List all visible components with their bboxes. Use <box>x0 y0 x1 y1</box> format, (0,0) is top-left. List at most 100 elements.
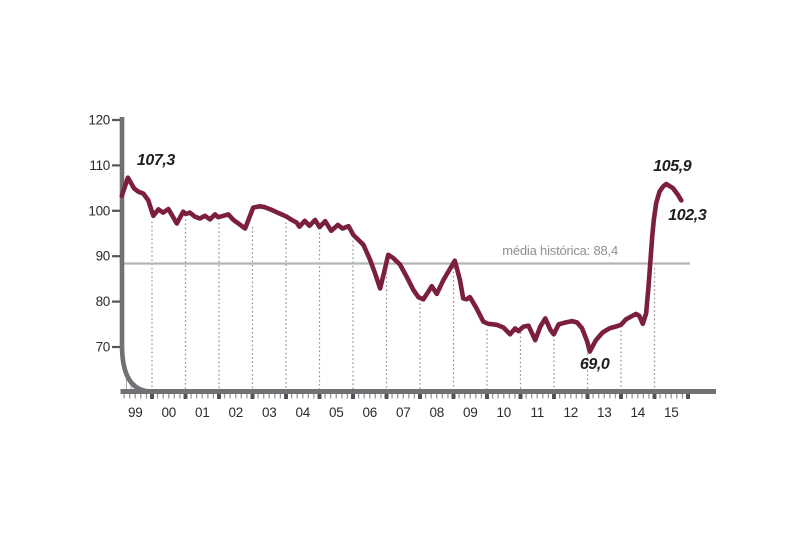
x-minor-tick <box>514 394 516 399</box>
data-line <box>119 175 684 354</box>
x-minor-tick <box>313 394 315 399</box>
x-minor-tick <box>380 394 382 399</box>
annotation-1999-peak: 107,3 <box>136 151 175 169</box>
y-tick <box>112 164 120 167</box>
x-minor-tick <box>670 394 672 399</box>
y-tick-label: 110 <box>89 158 110 173</box>
x-minor-tick <box>324 394 326 399</box>
x-tick-label: 08 <box>430 405 444 420</box>
x-major-tick <box>384 394 389 399</box>
x-minor-tick <box>676 394 678 399</box>
x-minor-tick <box>196 394 198 399</box>
x-minor-tick <box>575 394 577 399</box>
x-major-tick <box>418 394 422 399</box>
annotation-2013-low: 69,0 <box>579 355 610 373</box>
x-minor-tick <box>240 394 242 399</box>
x-major-tick <box>183 394 188 399</box>
x-tick-label: 04 <box>296 405 311 420</box>
x-major-tick <box>284 394 288 399</box>
x-major-tick <box>351 394 355 399</box>
x-minor-tick <box>631 394 633 399</box>
x-major-tick <box>250 394 255 399</box>
x-minor-tick <box>598 394 600 399</box>
x-minor-tick <box>363 394 365 399</box>
x-minor-tick <box>391 394 393 399</box>
x-major-tick <box>652 394 657 399</box>
x-major-tick <box>518 394 523 399</box>
x-tick-label: 07 <box>396 405 410 420</box>
x-major-tick <box>552 394 556 399</box>
x-minor-tick <box>341 394 343 399</box>
x-minor-tick <box>134 394 136 399</box>
x-minor-tick <box>263 394 265 399</box>
x-tick-label: 13 <box>597 405 611 420</box>
y-tick <box>112 255 120 258</box>
x-minor-tick <box>659 394 661 399</box>
x-tick-label: 11 <box>531 405 544 420</box>
x-major-tick <box>451 394 456 399</box>
x-minor-tick <box>330 394 332 399</box>
x-minor-tick <box>570 394 572 399</box>
x-minor-tick <box>441 394 443 399</box>
x-tick-label: 00 <box>162 405 176 420</box>
annotation-last-value: 102,3 <box>668 207 707 225</box>
x-minor-tick <box>581 394 583 399</box>
x-minor-tick <box>257 394 259 399</box>
x-major-tick <box>686 394 690 399</box>
annotation-2015-peak: 105,9 <box>653 158 692 175</box>
x-minor-tick <box>542 394 544 399</box>
x-minor-tick <box>648 394 650 399</box>
x-minor-tick <box>129 394 131 399</box>
x-tick-label: 12 <box>564 405 578 420</box>
x-minor-tick <box>564 394 566 399</box>
x-minor-tick <box>447 394 449 399</box>
x-minor-tick <box>307 394 309 399</box>
x-minor-tick <box>229 394 231 399</box>
x-minor-tick <box>302 394 304 399</box>
x-minor-tick <box>145 394 148 399</box>
x-minor-tick <box>223 394 226 399</box>
x-minor-tick <box>547 394 550 399</box>
x-major-tick <box>619 394 623 399</box>
x-minor-tick <box>665 394 667 399</box>
x-minor-tick <box>290 394 293 399</box>
x-minor-tick <box>536 394 538 399</box>
x-minor-tick <box>168 394 170 399</box>
y-tick-label: 80 <box>96 294 110 309</box>
x-minor-tick <box>637 394 639 399</box>
x-minor-tick <box>162 394 164 399</box>
x-tick-label: 03 <box>262 405 276 420</box>
x-minor-tick <box>491 394 494 399</box>
x-minor-tick <box>592 394 594 399</box>
y-tick <box>112 300 120 303</box>
x-minor-tick <box>458 394 460 399</box>
x-minor-tick <box>346 394 349 399</box>
x-minor-tick <box>413 394 416 399</box>
x-minor-tick <box>625 394 628 399</box>
x-tick-label: 06 <box>363 405 377 420</box>
x-minor-tick <box>268 394 270 399</box>
x-minor-tick <box>235 394 237 399</box>
x-minor-tick <box>179 394 181 399</box>
x-minor-tick <box>156 394 159 399</box>
x-minor-tick <box>190 394 192 399</box>
x-minor-tick <box>140 394 142 399</box>
average-line-label: média histórica: 88,4 <box>502 243 618 258</box>
x-minor-tick <box>497 394 499 399</box>
x-minor-tick <box>469 394 471 399</box>
x-minor-tick <box>207 394 209 399</box>
x-tick-label: 10 <box>497 405 511 420</box>
x-minor-tick <box>614 394 617 399</box>
x-minor-tick <box>397 394 399 399</box>
x-minor-tick <box>374 394 376 399</box>
x-minor-tick <box>274 394 276 399</box>
x-minor-tick <box>424 394 427 399</box>
y-tick-label: 120 <box>88 113 110 128</box>
x-minor-tick <box>201 394 203 399</box>
y-tick-label: 90 <box>96 249 110 264</box>
x-minor-tick <box>609 394 611 399</box>
x-minor-tick <box>480 394 483 399</box>
x-minor-tick <box>246 394 248 399</box>
x-tick-label: 99 <box>128 405 142 420</box>
